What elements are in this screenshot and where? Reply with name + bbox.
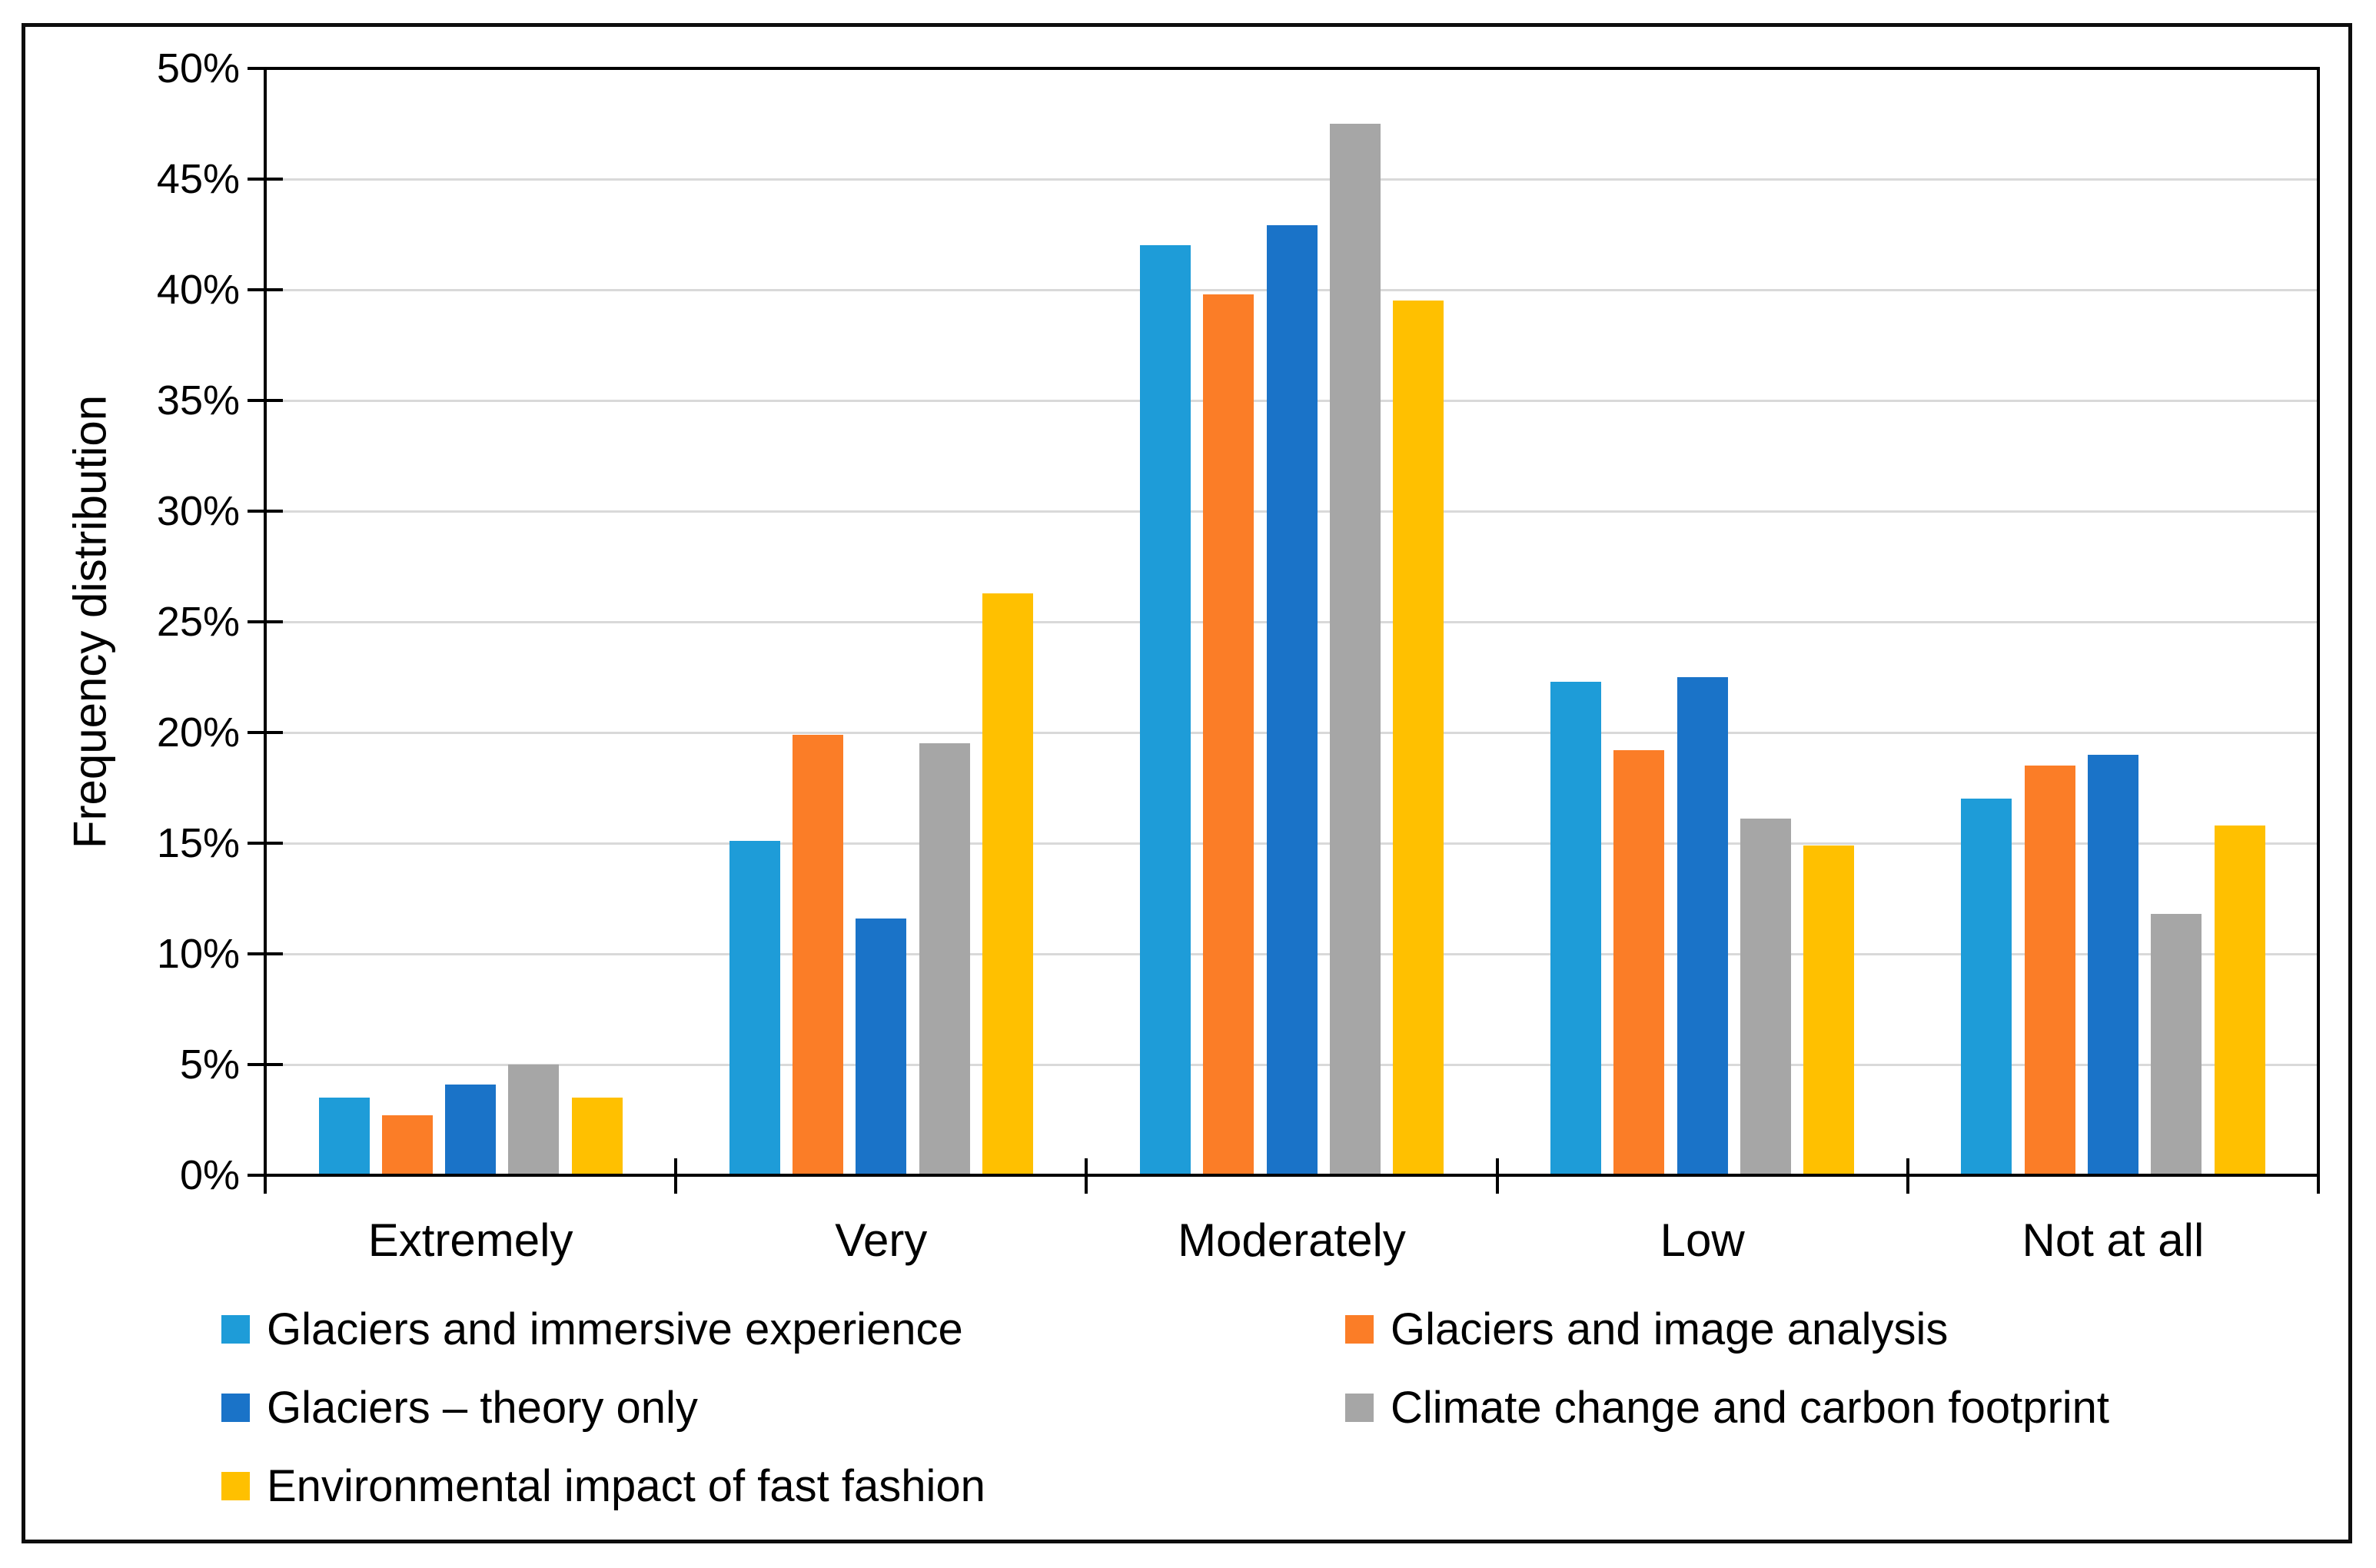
legend-label: Environmental impact of fast fashion (267, 1460, 985, 1511)
bar-series1-very (729, 841, 780, 1175)
y-tick-label-45: 45% (156, 156, 240, 202)
legend-label: Glaciers and image analysis (1391, 1304, 1949, 1354)
legend-swatch-icon (221, 1393, 250, 1422)
category-label-low: Low (1660, 1214, 1745, 1266)
x-tick-5 (2317, 1158, 2320, 1194)
legend-swatch-icon (1345, 1393, 1374, 1422)
y-tick-label-20: 20% (156, 709, 240, 756)
y-tick-label-30: 30% (156, 488, 240, 534)
y-tick-label-5: 5% (179, 1041, 240, 1088)
x-tick-0 (264, 1158, 267, 1194)
legend-label: Glaciers and immersive experience (267, 1304, 963, 1354)
legend-item-series1: Glaciers and immersive experience (221, 1298, 963, 1360)
y-tick-45 (248, 178, 283, 181)
legend-item-series4: Climate change and carbon footprint (1345, 1377, 2109, 1438)
bar-series2-moderately (1203, 294, 1254, 1175)
legend-swatch-icon (221, 1471, 250, 1500)
bar-series2-very (793, 734, 843, 1175)
y-tick-15 (248, 842, 283, 845)
bar-series1-moderately (1139, 245, 1191, 1175)
bar-series2-low (1613, 750, 1665, 1175)
legend-swatch-icon (221, 1314, 250, 1344)
category-label-moderately: Moderately (1178, 1214, 1406, 1266)
category-label-extremely: Extremely (367, 1214, 573, 1266)
bar-series3-extremely (445, 1084, 497, 1175)
y-tick-5 (248, 1063, 283, 1066)
legend-item-series5: Environmental impact of fast fashion (221, 1455, 985, 1517)
bar-series4-not-at-all (2151, 914, 2202, 1175)
y-tick-label-15: 15% (156, 820, 240, 866)
bar-series3-very (856, 918, 907, 1175)
bar-series4-very (919, 743, 970, 1175)
bar-series3-moderately (1266, 225, 1318, 1175)
bar-series3-low (1676, 677, 1728, 1175)
y-tick-50 (248, 67, 283, 70)
bar-series1-low (1550, 681, 1602, 1175)
bar-series4-low (1740, 819, 1791, 1175)
category-label-very: Very (835, 1214, 928, 1266)
legend-swatch-icon (1345, 1314, 1374, 1344)
plot-right-border (2317, 67, 2320, 1177)
y-tick-label-25: 25% (156, 599, 240, 645)
x-tick-4 (1906, 1158, 1909, 1194)
y-tick-label-40: 40% (156, 267, 240, 313)
bar-series5-moderately (1393, 301, 1444, 1175)
gridline-45 (267, 178, 2317, 181)
bar-series3-not-at-all (2087, 754, 2138, 1175)
plot-top-border (264, 67, 2320, 70)
bar-series5-low (1803, 845, 1855, 1175)
bar-series4-extremely (508, 1065, 560, 1175)
y-tick-label-10: 10% (156, 931, 240, 977)
x-tick-2 (1085, 1158, 1088, 1194)
y-tick-40 (248, 288, 283, 291)
y-tick-label-0: 0% (179, 1152, 240, 1198)
bar-series5-very (982, 593, 1033, 1175)
y-tick-25 (248, 620, 283, 623)
x-axis-line (264, 1174, 2320, 1177)
x-tick-1 (674, 1158, 678, 1194)
y-tick-30 (248, 510, 283, 513)
legend-item-series3: Glaciers – theory only (221, 1377, 698, 1438)
bar-series4-moderately (1329, 124, 1381, 1175)
legend-label: Glaciers – theory only (267, 1382, 698, 1433)
bar-series2-not-at-all (2024, 766, 2075, 1175)
x-tick-3 (1495, 1158, 1499, 1194)
legend-label: Climate change and carbon footprint (1391, 1382, 2110, 1433)
y-tick-10 (248, 952, 283, 955)
bar-series2-extremely (381, 1115, 433, 1175)
legend-item-series2: Glaciers and image analysis (1345, 1298, 1948, 1360)
bar-series1-not-at-all (1961, 799, 2012, 1175)
bar-series1-extremely (318, 1098, 370, 1175)
category-label-not-at-all: Not at all (2022, 1214, 2205, 1266)
y-tick-label-50: 50% (156, 45, 240, 91)
y-tick-20 (248, 731, 283, 734)
bar-series5-not-at-all (2214, 825, 2265, 1175)
y-tick-35 (248, 399, 283, 402)
bar-series5-extremely (571, 1098, 623, 1175)
y-tick-label-35: 35% (156, 377, 240, 424)
